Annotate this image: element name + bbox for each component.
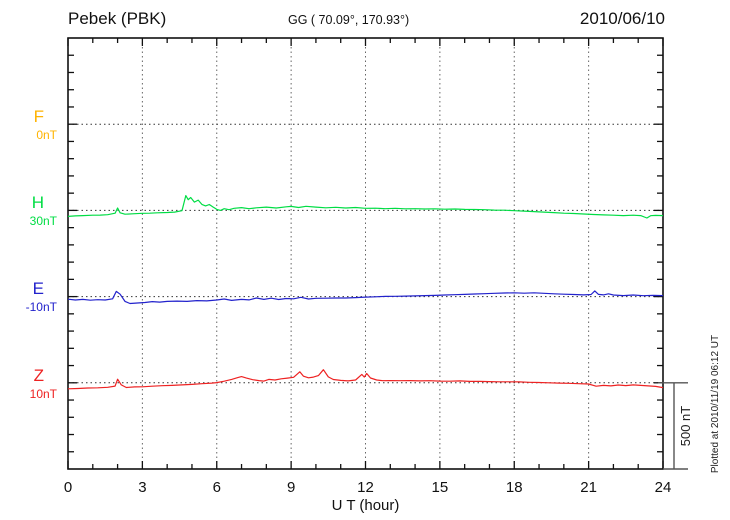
- component-offset-e: -10nT: [25, 300, 57, 314]
- trace-E: [67, 290, 664, 305]
- component-offset-f: 0nT: [36, 128, 57, 142]
- component-letter-f: F: [33, 107, 44, 126]
- x-tick-label: 6: [213, 479, 221, 496]
- x-tick-label: 3: [138, 479, 146, 496]
- x-tick-label: 18: [506, 479, 523, 496]
- x-axis-label: U T (hour): [332, 497, 400, 514]
- plotted-at-note: Plotted at 2010/11/19 06:12 UT: [710, 335, 721, 473]
- x-tick-label: 12: [357, 479, 374, 496]
- chart-layer: 0 3 6 9 12 15 18 21 24: [64, 37, 688, 496]
- component-letter-z: Z: [33, 366, 44, 385]
- component-letter-h: H: [31, 193, 44, 212]
- x-tick-label: 0: [64, 479, 72, 496]
- trace-H: [67, 195, 664, 219]
- plot-frame: [67, 37, 664, 470]
- geographic-coordinates: GG ( 70.09°, 170.93°): [288, 13, 410, 27]
- plot-date: 2010/06/10: [579, 9, 665, 28]
- x-tick-label: 21: [580, 479, 597, 496]
- station-title: Pebek (PBK): [68, 9, 167, 28]
- x-tick-label: 9: [287, 479, 295, 496]
- x-tick-label: 15: [432, 479, 449, 496]
- trace-Z: [67, 369, 664, 390]
- x-tick-label: 24: [655, 479, 672, 496]
- component-offset-z: 10nT: [29, 387, 57, 401]
- scalebar-label: 500 nT: [678, 406, 693, 447]
- component-letter-e: E: [32, 279, 44, 298]
- component-offset-h: 30nT: [29, 214, 57, 228]
